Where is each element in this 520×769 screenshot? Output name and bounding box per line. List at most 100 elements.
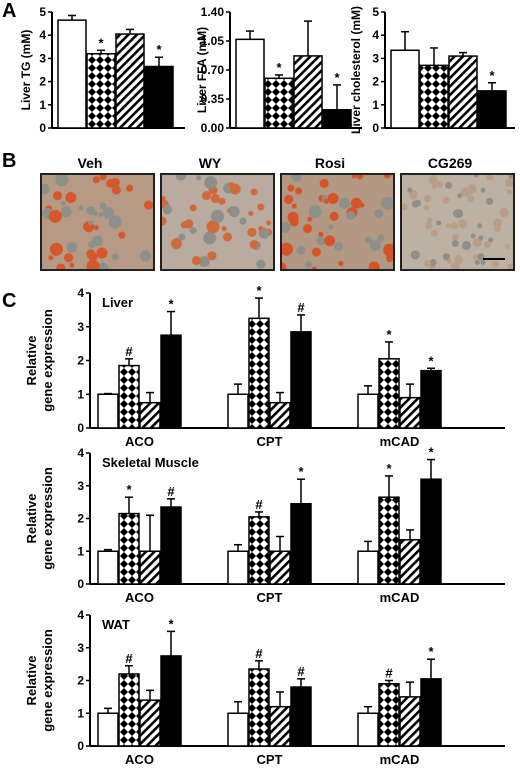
micrograph-rosi: [280, 173, 395, 271]
wat-gene-y-tick-label: 1: [77, 706, 84, 720]
liver-gene-mcad-hatched-bar: [399, 396, 421, 429]
liver-gene-group-label: CPT: [257, 434, 283, 449]
wat-gene-y-label: gene expression: [40, 629, 55, 732]
muscle-gene-mcad-solid-bar: [420, 478, 442, 585]
muscle-gene-aco-solid-significance-mark: #: [167, 484, 175, 499]
liver-ffa-y-tick-label: 0.70: [201, 63, 225, 77]
liver-tg-y-label: Liver TG (mM): [19, 30, 33, 111]
muscle-gene-mcad-diamond-significance-mark: *: [386, 461, 392, 476]
muscle-gene-group-label: mCAD: [380, 590, 420, 605]
muscle-gene-aco-hatched-bar: [139, 550, 161, 585]
wat-gene-y-tick-label: 4: [77, 608, 84, 622]
liver-gene-cpt-solid-significance-mark: #: [297, 300, 305, 315]
muscle-gene-y-tick-label: 3: [77, 479, 84, 493]
liver-ffa-y-label: Liver FFA (mM): [195, 27, 209, 113]
liver-cholesterol-y-tick-label: 1: [372, 98, 379, 112]
liver-tg-y-tick-label: 3: [39, 51, 46, 65]
wat-gene-title: WAT: [102, 617, 130, 632]
wat-gene-cpt-diamond-significance-mark: #: [255, 646, 263, 661]
liver-cholesterol-y-tick-label: 2: [372, 75, 379, 89]
micrograph-cg269: [400, 173, 515, 271]
micrograph-veh: [40, 173, 155, 271]
liver-gene-y-tick-label: 2: [77, 354, 84, 368]
muscle-gene-mcad-solid-significance-mark: *: [428, 445, 434, 460]
liver-gene-mcad-solid-significance-mark: *: [428, 353, 434, 368]
liver-gene-cpt-diamond-significance-mark: *: [256, 283, 262, 298]
liver-cholesterol-y-tick-label: 4: [372, 28, 379, 42]
liver-tg-diamond-bar: [86, 53, 116, 129]
muscle-gene-cpt-solid-bar: [290, 503, 312, 585]
muscle-gene-cpt-solid-significance-mark: *: [298, 464, 304, 479]
liver-gene-cpt-diamond-bar: [248, 317, 270, 429]
muscle-gene-y-label: gene expression: [40, 467, 55, 570]
liver-gene-aco-diamond-bar: [118, 364, 140, 429]
liver-cholesterol-open-bar: [390, 49, 420, 129]
wat-gene-cpt-diamond-bar: [248, 668, 270, 747]
wat-gene-y-tick-label: 3: [77, 641, 84, 655]
liver-gene-aco-solid-bar: [160, 334, 182, 429]
liver-cholesterol-y-label: Liver cholesterol (mM): [349, 6, 363, 134]
wat-gene-mcad-solid-bar: [420, 678, 442, 747]
muscle-gene-mcad-open-bar: [357, 550, 379, 585]
liver-tg-y-tick-label: 0: [39, 121, 46, 135]
liver-ffa-solid-significance-mark: *: [334, 70, 340, 85]
liver-gene-y-label: Relative: [24, 336, 39, 386]
wat-gene-group-label: mCAD: [380, 752, 420, 767]
muscle-gene-cpt-diamond-significance-mark: #: [255, 497, 263, 512]
liver-gene-aco-diamond-significance-mark: #: [125, 344, 133, 359]
muscle-gene-group-label: ACO: [125, 590, 154, 605]
micrograph-label-wy: WY: [198, 155, 222, 171]
liver-cholesterol-solid-bar: [477, 90, 507, 129]
micrograph-label-rosi: Rosi: [314, 155, 346, 171]
micrograph-label-veh: Veh: [77, 155, 103, 171]
wat-gene-aco-diamond-significance-mark: #: [125, 651, 133, 666]
muscle-gene-cpt-hatched-bar: [269, 550, 291, 585]
liver-tg-y-tick-label: 2: [39, 75, 46, 89]
liver-ffa-y-tick-label: 1.05: [201, 34, 225, 48]
wat-gene-mcad-hatched-bar: [399, 696, 421, 747]
scale-bar: [483, 258, 505, 260]
liver-gene-cpt-hatched-bar: [269, 401, 291, 429]
liver-tg-open-bar: [57, 19, 87, 129]
muscle-gene-mcad-diamond-bar: [378, 496, 400, 585]
muscle-gene-y-label: Relative: [24, 494, 39, 544]
liver-ffa-hatched-bar: [293, 55, 323, 129]
muscle-gene-group-label: CPT: [257, 590, 283, 605]
liver-gene-cpt-open-bar: [227, 393, 249, 429]
liver-tg-diamond-significance-mark: *: [98, 35, 104, 50]
liver-cholesterol-diamond-bar: [419, 64, 449, 129]
liver-tg-solid-significance-mark: *: [156, 42, 162, 57]
muscle-gene-aco-solid-bar: [160, 506, 182, 585]
micrograph-wy: [160, 173, 275, 271]
liver-ffa-y-tick-label: 0.00: [201, 121, 225, 135]
liver-gene-aco-open-bar: [97, 393, 119, 429]
wat-gene-aco-open-bar: [97, 712, 119, 747]
liver-gene-y-tick-label: 4: [77, 286, 84, 300]
liver-ffa-solid-bar: [322, 109, 352, 129]
wat-gene-cpt-solid-significance-mark: #: [297, 664, 305, 679]
wat-gene-group-label: CPT: [257, 752, 283, 767]
muscle-gene-y-tick-label: 2: [77, 512, 84, 526]
liver-tg-hatched-bar: [115, 33, 145, 129]
muscle-gene-y-tick-label: 0: [77, 577, 84, 591]
panel-letter-a: A: [2, 0, 17, 22]
liver-ffa-y-tick-label: 1.40: [201, 5, 225, 19]
liver-cholesterol-y-tick-label: 3: [372, 51, 379, 65]
muscle-gene-aco-open-bar: [97, 550, 119, 585]
liver-cholesterol-y-tick-label: 0: [372, 121, 379, 135]
wat-gene-y-tick-label: 0: [77, 739, 84, 753]
muscle-gene-aco-diamond-significance-mark: *: [126, 482, 132, 497]
wat-gene-cpt-open-bar: [227, 712, 249, 747]
muscle-gene-mcad-hatched-bar: [399, 539, 421, 585]
muscle-gene-cpt-open-bar: [227, 550, 249, 585]
wat-gene-aco-diamond-bar: [118, 673, 140, 747]
liver-ffa-diamond-significance-mark: *: [276, 60, 282, 75]
liver-tg-y-tick-label: 5: [39, 5, 46, 19]
liver-gene-y-label: gene expression: [40, 309, 55, 412]
muscle-gene-aco-diamond-bar: [118, 512, 140, 585]
micrograph-label-cg269: CG269: [427, 155, 473, 171]
muscle-gene-cpt-diamond-bar: [248, 516, 270, 585]
wat-gene-mcad-solid-significance-mark: *: [428, 644, 434, 659]
wat-gene-group-label: ACO: [125, 752, 154, 767]
